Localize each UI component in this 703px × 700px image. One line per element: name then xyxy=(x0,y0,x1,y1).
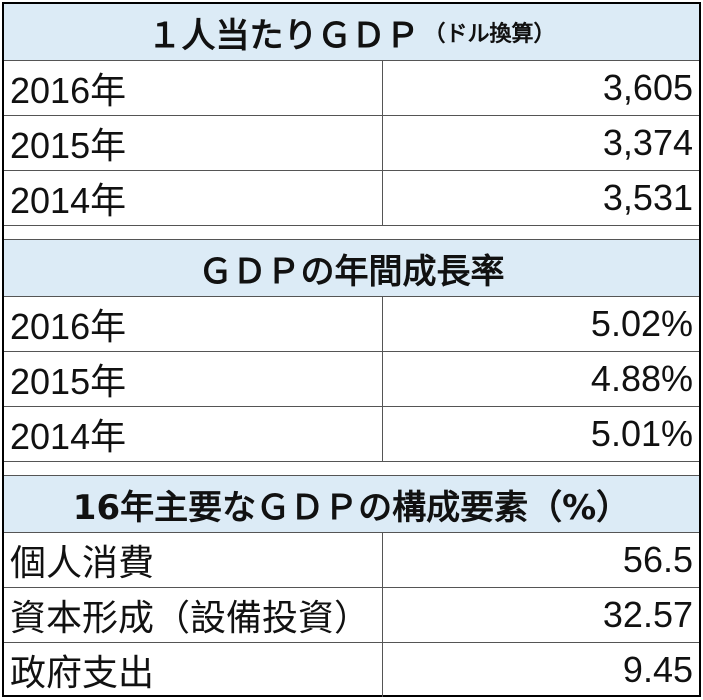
row-value: 3,531 xyxy=(602,177,693,218)
row-label: 2014年 xyxy=(4,407,383,461)
section-header: 16年主要なＧＤＰの構成要素（%） xyxy=(4,476,699,533)
table-row: 2016年 5.02% xyxy=(4,297,699,352)
section-note: （ドル換算） xyxy=(423,22,556,47)
section-title: ＧＤＰの年間成長率 xyxy=(198,251,505,292)
row-label: 2016年 xyxy=(4,297,383,351)
row-label: 2015年 xyxy=(4,352,383,406)
row-value: 56.5 xyxy=(622,539,693,580)
section-title: １人当たりＧＤＰ xyxy=(147,15,420,56)
row-value: 5.01% xyxy=(590,413,693,454)
row-label: 2016年 xyxy=(4,61,383,115)
row-value: 3,605 xyxy=(602,67,693,108)
row-label: 2015年 xyxy=(4,116,383,170)
table-row: 2014年 5.01% xyxy=(4,407,699,462)
row-value: 32.57 xyxy=(602,594,693,635)
section-gap xyxy=(4,462,699,476)
row-label: 個人消費 xyxy=(4,533,383,587)
table-row: 政府支出 9.45 xyxy=(4,643,699,697)
row-label: 資本形成（設備投資） xyxy=(4,588,383,642)
table-row: 2015年 3,374 xyxy=(4,116,699,171)
row-label: 政府支出 xyxy=(4,643,383,697)
row-label: 2014年 xyxy=(4,171,383,225)
table-row: 2014年 3,531 xyxy=(4,171,699,226)
row-value: 4.88% xyxy=(590,358,693,399)
section-header: ＧＤＰの年間成長率 xyxy=(4,240,699,297)
row-value: 9.45 xyxy=(622,649,693,690)
section-title: 16年主要なＧＤＰの構成要素（%） xyxy=(72,487,631,528)
row-value: 5.02% xyxy=(590,303,693,344)
section-header: １人当たりＧＤＰ （ドル換算） xyxy=(4,4,699,61)
table-row: 資本形成（設備投資） 32.57 xyxy=(4,588,699,643)
section-gap xyxy=(4,226,699,240)
table-row: 2016年 3,605 xyxy=(4,61,699,116)
table-row: 2015年 4.88% xyxy=(4,352,699,407)
table-row: 個人消費 56.5 xyxy=(4,533,699,588)
row-value: 3,374 xyxy=(602,122,693,163)
